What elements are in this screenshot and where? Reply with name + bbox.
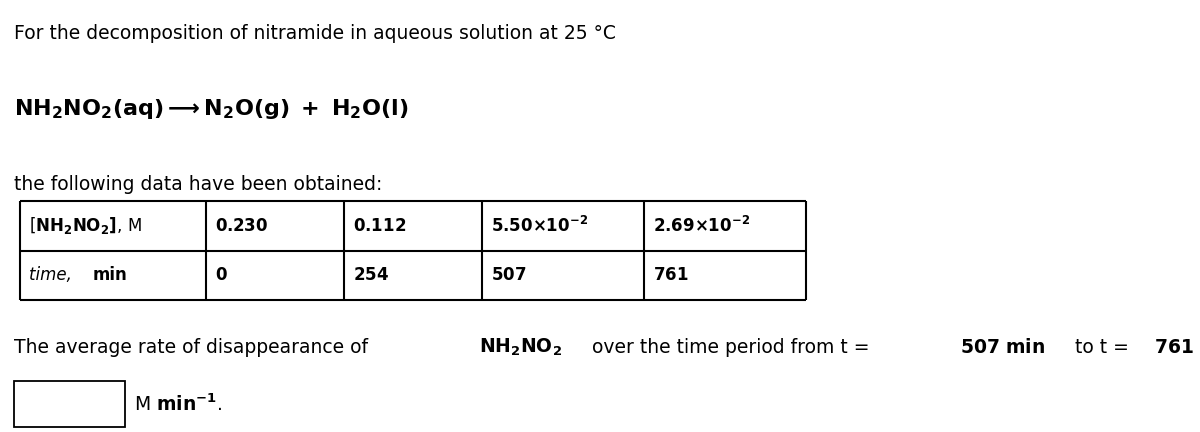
Text: $\bf{507\ min}$: $\bf{507\ min}$: [960, 338, 1045, 357]
Text: to t =: to t =: [1069, 338, 1135, 357]
Text: $\bf{507}$: $\bf{507}$: [491, 267, 526, 284]
Text: $\bf{0.230}$: $\bf{0.230}$: [215, 217, 268, 235]
Text: $\bf{NH_2NO_2}$: $\bf{NH_2NO_2}$: [479, 337, 562, 359]
Text: $\bf{NH_2NO_2(aq){\longrightarrow}N_2O(g)\ +\ H_2O(l)}$: $\bf{NH_2NO_2(aq){\longrightarrow}N_2O(g…: [14, 97, 409, 121]
Text: The average rate of disappearance of: The average rate of disappearance of: [14, 338, 374, 357]
Text: $[\bf{NH_2NO_2}]$, M: $[\bf{NH_2NO_2}]$, M: [29, 215, 142, 236]
Text: $\bf{0}$: $\bf{0}$: [215, 267, 228, 284]
Text: the following data have been obtained:: the following data have been obtained:: [14, 175, 383, 194]
Text: over the time period from t =: over the time period from t =: [586, 338, 876, 357]
Bar: [14, 381, 125, 427]
Text: $\bf{5.50{\times}10^{-2}}$: $\bf{5.50{\times}10^{-2}}$: [491, 216, 588, 236]
Text: min: min: [92, 267, 127, 284]
Text: M $\bf{min^{-1}}$.: M $\bf{min^{-1}}$.: [134, 393, 222, 415]
Text: time,: time,: [29, 267, 77, 284]
Text: For the decomposition of nitramide in aqueous solution at 25 °C: For the decomposition of nitramide in aq…: [14, 24, 617, 43]
Text: $\bf{254}$: $\bf{254}$: [353, 267, 389, 284]
Text: $\bf{761\ min}$: $\bf{761\ min}$: [1154, 338, 1200, 357]
Text: $\bf{0.112}$: $\bf{0.112}$: [353, 217, 406, 235]
Text: $\bf{2.69{\times}10^{-2}}$: $\bf{2.69{\times}10^{-2}}$: [653, 216, 750, 236]
Text: $\bf{761}$: $\bf{761}$: [653, 267, 689, 284]
